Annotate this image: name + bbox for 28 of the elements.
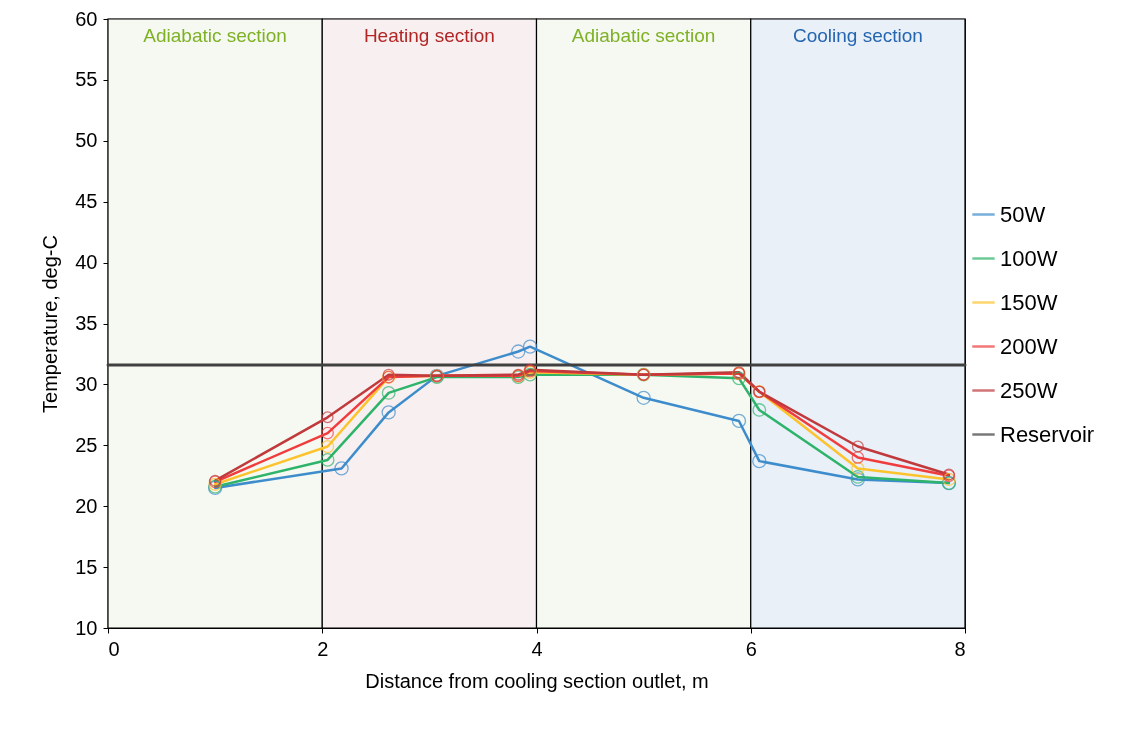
- x-tick-label: 4: [531, 637, 543, 660]
- legend-label: 50W: [1000, 201, 1046, 227]
- x-tick-label: 8: [954, 637, 966, 660]
- band-label: Heating section: [363, 25, 495, 46]
- band-label: Adiabatic section: [571, 25, 716, 46]
- y-tick-label: 10: [75, 616, 98, 639]
- band-label: Cooling section: [792, 25, 923, 46]
- y-tick-label: 35: [75, 312, 98, 334]
- y-tick-label: 45: [75, 190, 98, 213]
- x-tick-label: 2: [317, 637, 329, 660]
- band-label: Adiabatic section: [143, 25, 287, 46]
- y-tick-label: 15: [75, 555, 98, 578]
- legend-label: Reservoir: [1000, 421, 1095, 447]
- y-axis-title: Temperature, deg-C: [39, 235, 62, 413]
- y-tick-label: 60: [75, 7, 98, 30]
- y-tick-label: 20: [75, 494, 98, 517]
- legend-label: 250W: [1000, 377, 1058, 403]
- legend-label: 100W: [1000, 245, 1058, 271]
- legend-label: 200W: [1000, 333, 1058, 359]
- y-tick-label: 25: [75, 433, 98, 456]
- legend-label: 150W: [1000, 289, 1058, 315]
- x-axis-title: Distance from cooling section outlet, m: [365, 669, 709, 692]
- y-tick-label: 40: [75, 251, 98, 274]
- x-tick-label: 0: [108, 637, 120, 660]
- y-tick-label: 30: [75, 372, 98, 395]
- y-tick-label: 50: [75, 129, 98, 152]
- x-tick-label: 6: [745, 637, 757, 660]
- y-tick-label: 55: [75, 68, 98, 91]
